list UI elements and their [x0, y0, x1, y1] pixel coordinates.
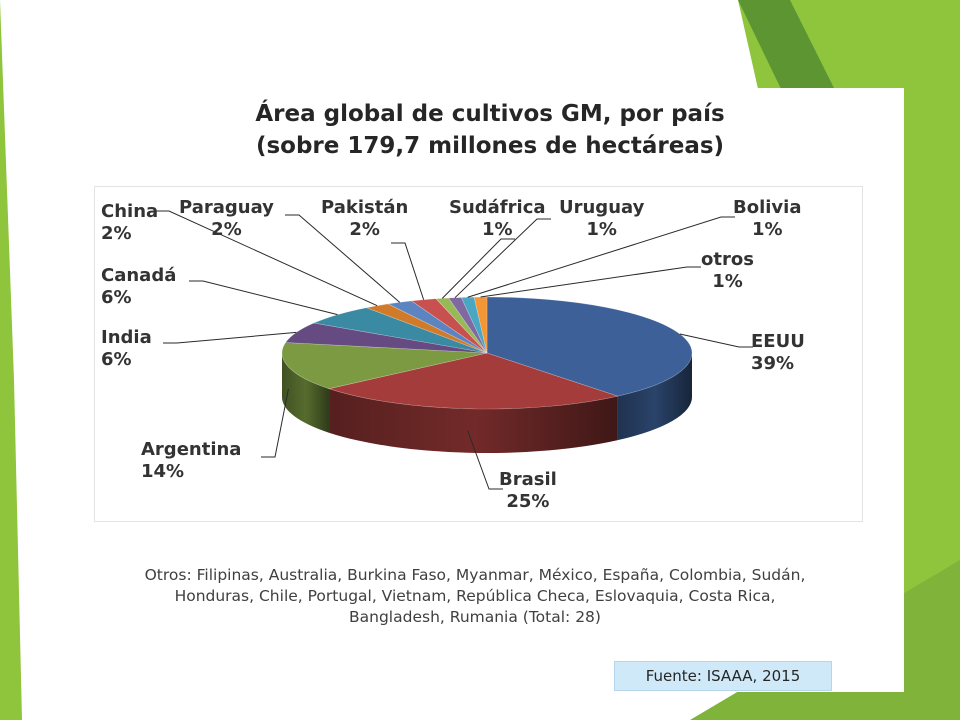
others-note-line-3: Bangladesh, Rumania (Total: 28): [349, 608, 601, 626]
others-note-line-2: Honduras, Chile, Portugal, Vietnam, Repú…: [174, 587, 776, 605]
pie-slice-eeuu: [486, 296, 693, 397]
label-china: China 2%: [101, 201, 159, 244]
label-pakistan: Pakistán 2%: [321, 197, 409, 240]
label-canada: Canadá 6%: [101, 265, 177, 308]
green-band-left: [0, 0, 22, 720]
label-india: India 6%: [101, 327, 152, 370]
leader-line-uruguay: [454, 218, 551, 299]
pie-slice-otros: [473, 296, 488, 354]
leader-line-bolivia: [467, 216, 735, 298]
pie-chart: [155, 210, 753, 490]
leader-line-eeuu: [679, 333, 753, 348]
leader-line-otros: [480, 266, 701, 298]
leader-line-sudafrica: [441, 238, 515, 299]
label-paraguay: Paraguay 2%: [179, 197, 274, 240]
leader-line-china: [155, 210, 378, 307]
label-bolivia: Bolivia 1%: [733, 197, 802, 240]
title-line-2: (sobre 179,7 millones de hectáreas): [255, 133, 725, 159]
pie-side-shade-eeuu: [617, 353, 692, 441]
pie-slice-brasil: [327, 352, 619, 410]
label-argentina: Argentina 14%: [141, 439, 242, 482]
label-brasil: Brasil 25%: [499, 469, 557, 512]
leader-line-india: [163, 331, 297, 344]
leader-line-paraguay: [285, 214, 401, 303]
others-note-line-1: Otros: Filipinas, Australia, Burkina Fas…: [144, 566, 806, 584]
label-uruguay: Uruguay 1%: [559, 197, 645, 240]
pie-slice-china: [365, 303, 488, 354]
chart-area: China 2% Paraguay 2% Pakistán 2% Sudáfri…: [94, 186, 863, 522]
pie-side-shade-argentina: [282, 353, 330, 433]
pie-slice-india: [285, 322, 488, 354]
label-eeuu: EEUU 39%: [751, 331, 805, 374]
chart-title: Área global de cultivos GM, por país (so…: [150, 98, 830, 162]
leader-line-canada: [189, 280, 338, 316]
pie-slice-canada: [312, 307, 488, 354]
leader-line-pakistan: [391, 242, 425, 300]
pie-side-shade-brasil: [329, 388, 618, 454]
pie-slice-pakistan: [410, 298, 488, 354]
pie-slice-argentina: [281, 342, 488, 390]
title-line-1: Área global de cultivos GM, por país: [255, 101, 725, 127]
leader-line-argentina: [261, 388, 289, 458]
others-note: Otros: Filipinas, Australia, Burkina Fas…: [100, 565, 850, 628]
pie-slice-paraguay: [387, 300, 488, 354]
leader-line-brasil: [467, 430, 503, 490]
label-sudafrica: Sudáfrica 1%: [449, 197, 546, 240]
source-box: Fuente: ISAAA, 2015: [614, 661, 832, 691]
label-otros: otros 1%: [701, 249, 754, 292]
